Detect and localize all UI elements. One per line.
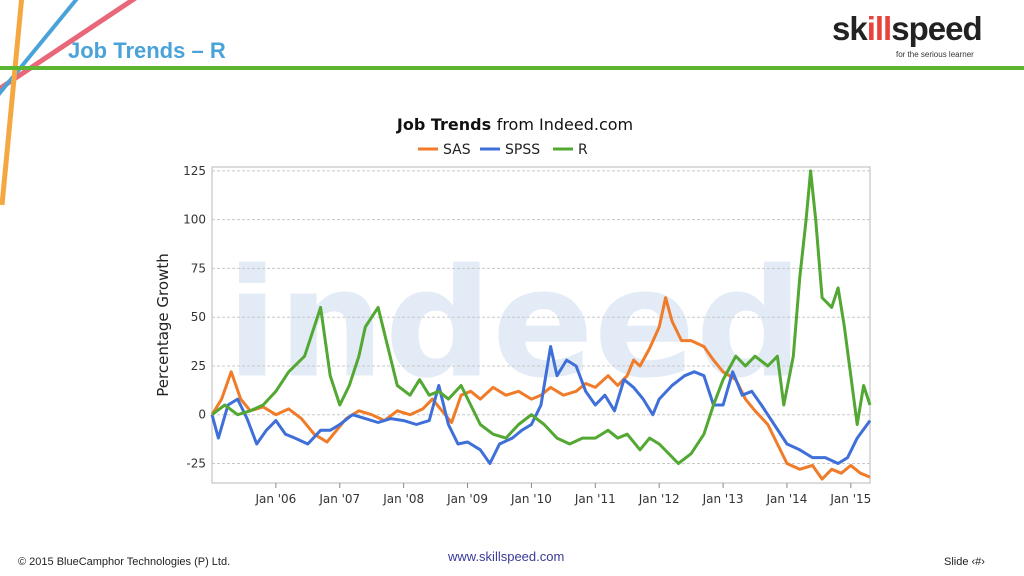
skillspeed-logo: skillspeed for the serious learner	[832, 10, 1002, 62]
logo-tagline: for the serious learner	[896, 50, 974, 59]
y-tick-label: -25	[186, 456, 206, 470]
legend-item-sas: SAS	[418, 142, 471, 158]
legend-item-r: R	[553, 142, 588, 158]
title-divider	[0, 66, 1024, 70]
x-tick-label: Jan '11	[574, 492, 616, 506]
decorative-stripes	[0, 0, 138, 206]
legend-label: SAS	[443, 142, 471, 158]
x-tick-label: Jan '10	[510, 492, 552, 506]
legend-label: SPSS	[505, 142, 540, 158]
y-tick-label: 100	[183, 213, 206, 227]
series-line-sas	[210, 296, 871, 481]
x-tick-label: Jan '08	[382, 492, 424, 506]
chart-title-bold: Job Trends	[396, 115, 497, 134]
y-tick-label: 25	[191, 359, 206, 373]
x-tick-label: Jan '14	[766, 492, 808, 506]
job-trends-chart: Job Trends from Indeed.com SAS SPSS Rindeed…	[154, 115, 872, 506]
series-line-r	[211, 169, 872, 465]
y-tick-label: 75	[191, 261, 206, 275]
indeed-watermark: indeed	[226, 238, 802, 412]
chart-title-rest: from Indeed.com	[497, 115, 633, 134]
x-tick-label: Jan '13	[702, 492, 744, 506]
website-link[interactable]: www.skillspeed.com	[448, 549, 565, 564]
legend-item-spss: SPSS	[480, 142, 540, 158]
y-tick-label: 0	[198, 408, 206, 422]
x-tick-label: Jan '15	[829, 492, 871, 506]
x-tick-label: Jan '06	[254, 492, 296, 506]
legend-label: R	[578, 142, 588, 158]
series-line-spss	[210, 345, 872, 465]
chart-title: Job Trends from Indeed.com	[396, 115, 633, 134]
y-axis-label: Percentage Growth	[154, 253, 172, 396]
x-tick-label: Jan '07	[318, 492, 360, 506]
x-tick-label: Jan '12	[638, 492, 680, 506]
plot-frame	[211, 166, 871, 484]
logo-wordmark: skillspeed	[832, 10, 983, 47]
x-tick-label: Jan '09	[446, 492, 488, 506]
slide-number: Slide ‹#›	[944, 556, 985, 568]
copyright-text: © 2015 BlueCamphor Technologies (P) Ltd.	[18, 556, 231, 568]
y-tick-label: 125	[183, 164, 206, 178]
y-tick-label: 50	[191, 310, 206, 324]
slide-title: Job Trends – R	[68, 38, 226, 63]
